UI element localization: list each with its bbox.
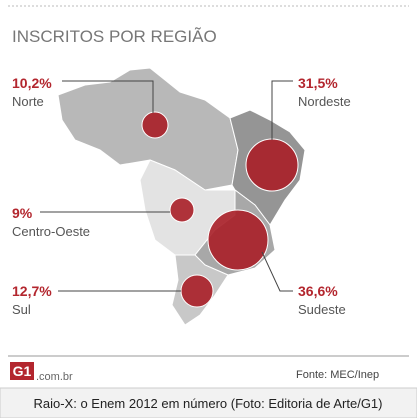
- region-share: 36,6%: [298, 283, 338, 299]
- region-name: Norte: [12, 94, 44, 109]
- region-share: 9%: [12, 205, 33, 221]
- title: INSCRITOS POR REGIÃO: [12, 27, 217, 46]
- source: Fonte: MEC/Inep: [296, 369, 379, 381]
- region-name: Centro-Oeste: [12, 224, 90, 239]
- bubble-nordeste: [245, 138, 299, 192]
- bubbles: [141, 111, 299, 308]
- bubble-centro-oeste: [169, 197, 195, 223]
- region-share: 31,5%: [298, 75, 338, 91]
- logo-mark: G1: [13, 363, 32, 379]
- region-name: Sudeste: [298, 302, 346, 317]
- leader-norte: [62, 80, 154, 113]
- bubble-sudeste: [207, 209, 269, 271]
- region-name: Sul: [12, 302, 31, 317]
- region-share: 12,7%: [12, 283, 52, 299]
- caption-box: [0, 387, 417, 418]
- leaders: [40, 80, 293, 292]
- bubble-norte: [141, 111, 169, 139]
- logo-domain: .com.br: [36, 371, 73, 383]
- caption: Raio-X: o Enem 2012 em número (Foto: Edi…: [33, 396, 382, 411]
- bubble-sul: [180, 274, 214, 308]
- leader-sudeste: [261, 251, 293, 292]
- region-name: Nordeste: [298, 94, 351, 109]
- leader-nordeste: [271, 80, 293, 140]
- region-share: 10,2%: [12, 75, 52, 91]
- logo-box: [10, 362, 34, 380]
